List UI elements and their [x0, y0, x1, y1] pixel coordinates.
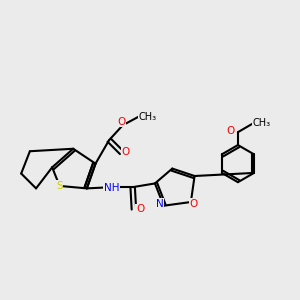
Text: O: O [122, 148, 130, 158]
Text: O: O [136, 204, 144, 214]
Text: S: S [56, 181, 63, 191]
Text: CH₃: CH₃ [139, 112, 157, 122]
Text: N: N [156, 199, 164, 209]
Text: O: O [227, 126, 235, 136]
Text: O: O [117, 116, 126, 127]
Text: O: O [190, 199, 198, 209]
Text: CH₃: CH₃ [253, 118, 271, 128]
Text: NH: NH [104, 183, 119, 194]
